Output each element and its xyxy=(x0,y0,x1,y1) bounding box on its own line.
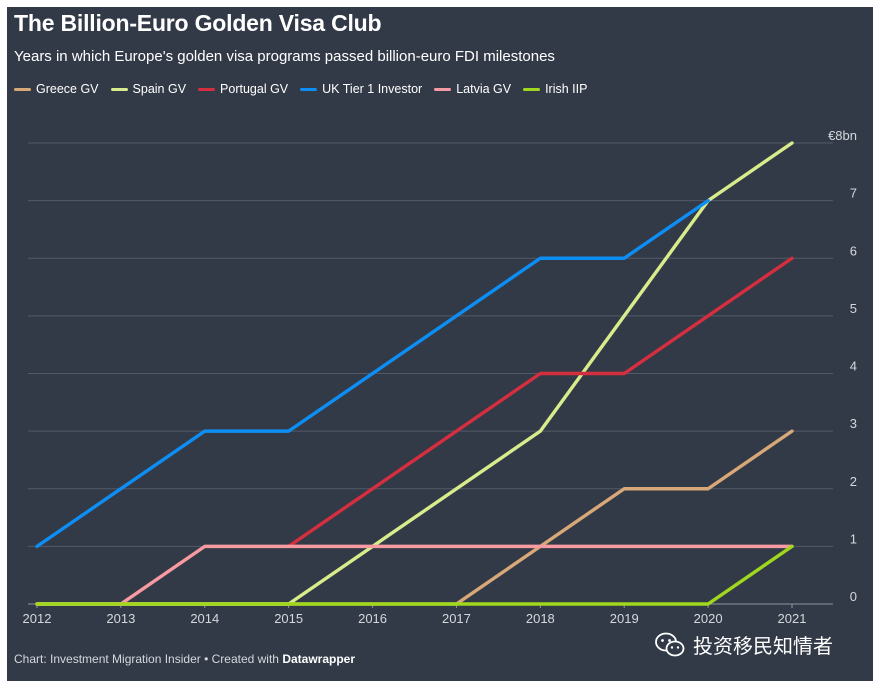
legend-swatch xyxy=(434,87,452,91)
legend-label: UK Tier 1 Investor xyxy=(322,82,423,96)
y-tick-label: 2 xyxy=(850,474,857,489)
watermark-text: 投资移民知情者 xyxy=(693,634,833,658)
y-tick-label: 5 xyxy=(850,301,857,316)
y-tick-label: 4 xyxy=(850,359,857,374)
x-tick-label: 2017 xyxy=(442,611,471,626)
legend-item: Portugal GV xyxy=(198,82,288,96)
y-tick-label: 1 xyxy=(850,531,857,546)
chart-frame xyxy=(7,7,873,681)
legend-item: Latvia GV xyxy=(434,82,511,96)
chart-subtitle: Years in which Europe's golden visa prog… xyxy=(14,48,555,65)
footer-source: Chart: Investment Migration Insider • Cr… xyxy=(14,652,283,666)
legend-item: Irish IIP xyxy=(523,82,587,96)
series-line-latvia-gv xyxy=(35,544,794,606)
legend-swatch xyxy=(110,87,128,91)
legend-swatch xyxy=(14,87,31,91)
series-line-portugal-gv xyxy=(286,256,794,549)
x-tick-label: 2015 xyxy=(274,611,303,626)
legend-label: Portugal GV xyxy=(220,82,289,96)
x-tick-label: 2021 xyxy=(778,611,807,626)
legend-label: Spain GV xyxy=(132,82,187,96)
y-tick-label: 7 xyxy=(850,186,857,201)
x-tick-label: 2018 xyxy=(526,611,555,626)
watermark: 投资移民知情者 xyxy=(655,630,833,659)
legend: Greece GV Spain GV Portugal GV UK Tier 1 In… xyxy=(14,82,599,96)
x-tick-label: 2014 xyxy=(190,611,219,626)
legend-item: UK Tier 1 Investor xyxy=(300,82,422,96)
y-tick-label: 0 xyxy=(850,589,857,604)
legend-label: Latvia GV xyxy=(456,82,512,96)
legend-label: Irish IIP xyxy=(545,82,588,96)
x-tick-label: 2012 xyxy=(23,611,52,626)
x-tick-label: 2019 xyxy=(610,611,639,626)
wechat-icon xyxy=(655,632,685,656)
footer-brand-link[interactable]: Datawrapper xyxy=(282,652,356,666)
legend-item: Greece GV xyxy=(14,82,99,96)
legend-swatch xyxy=(300,87,318,91)
y-tick-label: 6 xyxy=(850,243,857,258)
legend-swatch xyxy=(523,87,541,91)
y-tick-label: 3 xyxy=(850,416,857,431)
chart-title: The Billion-Euro Golden Visa Club xyxy=(14,10,382,36)
legend-item: Spain GV xyxy=(110,82,187,96)
legend-label: Greece GV xyxy=(36,82,99,96)
series-line-uk-tier-1-investor xyxy=(35,198,710,549)
series-line-irish-iip xyxy=(35,544,794,606)
footer-credit: Chart: Investment Migration Insider • Cr… xyxy=(14,652,355,666)
legend-swatch xyxy=(198,87,216,91)
y-tick-label: €8bn xyxy=(828,128,857,143)
x-tick-label: 2013 xyxy=(106,611,135,626)
x-tick-label: 2020 xyxy=(694,611,723,626)
x-tick-label: 2016 xyxy=(358,611,387,626)
